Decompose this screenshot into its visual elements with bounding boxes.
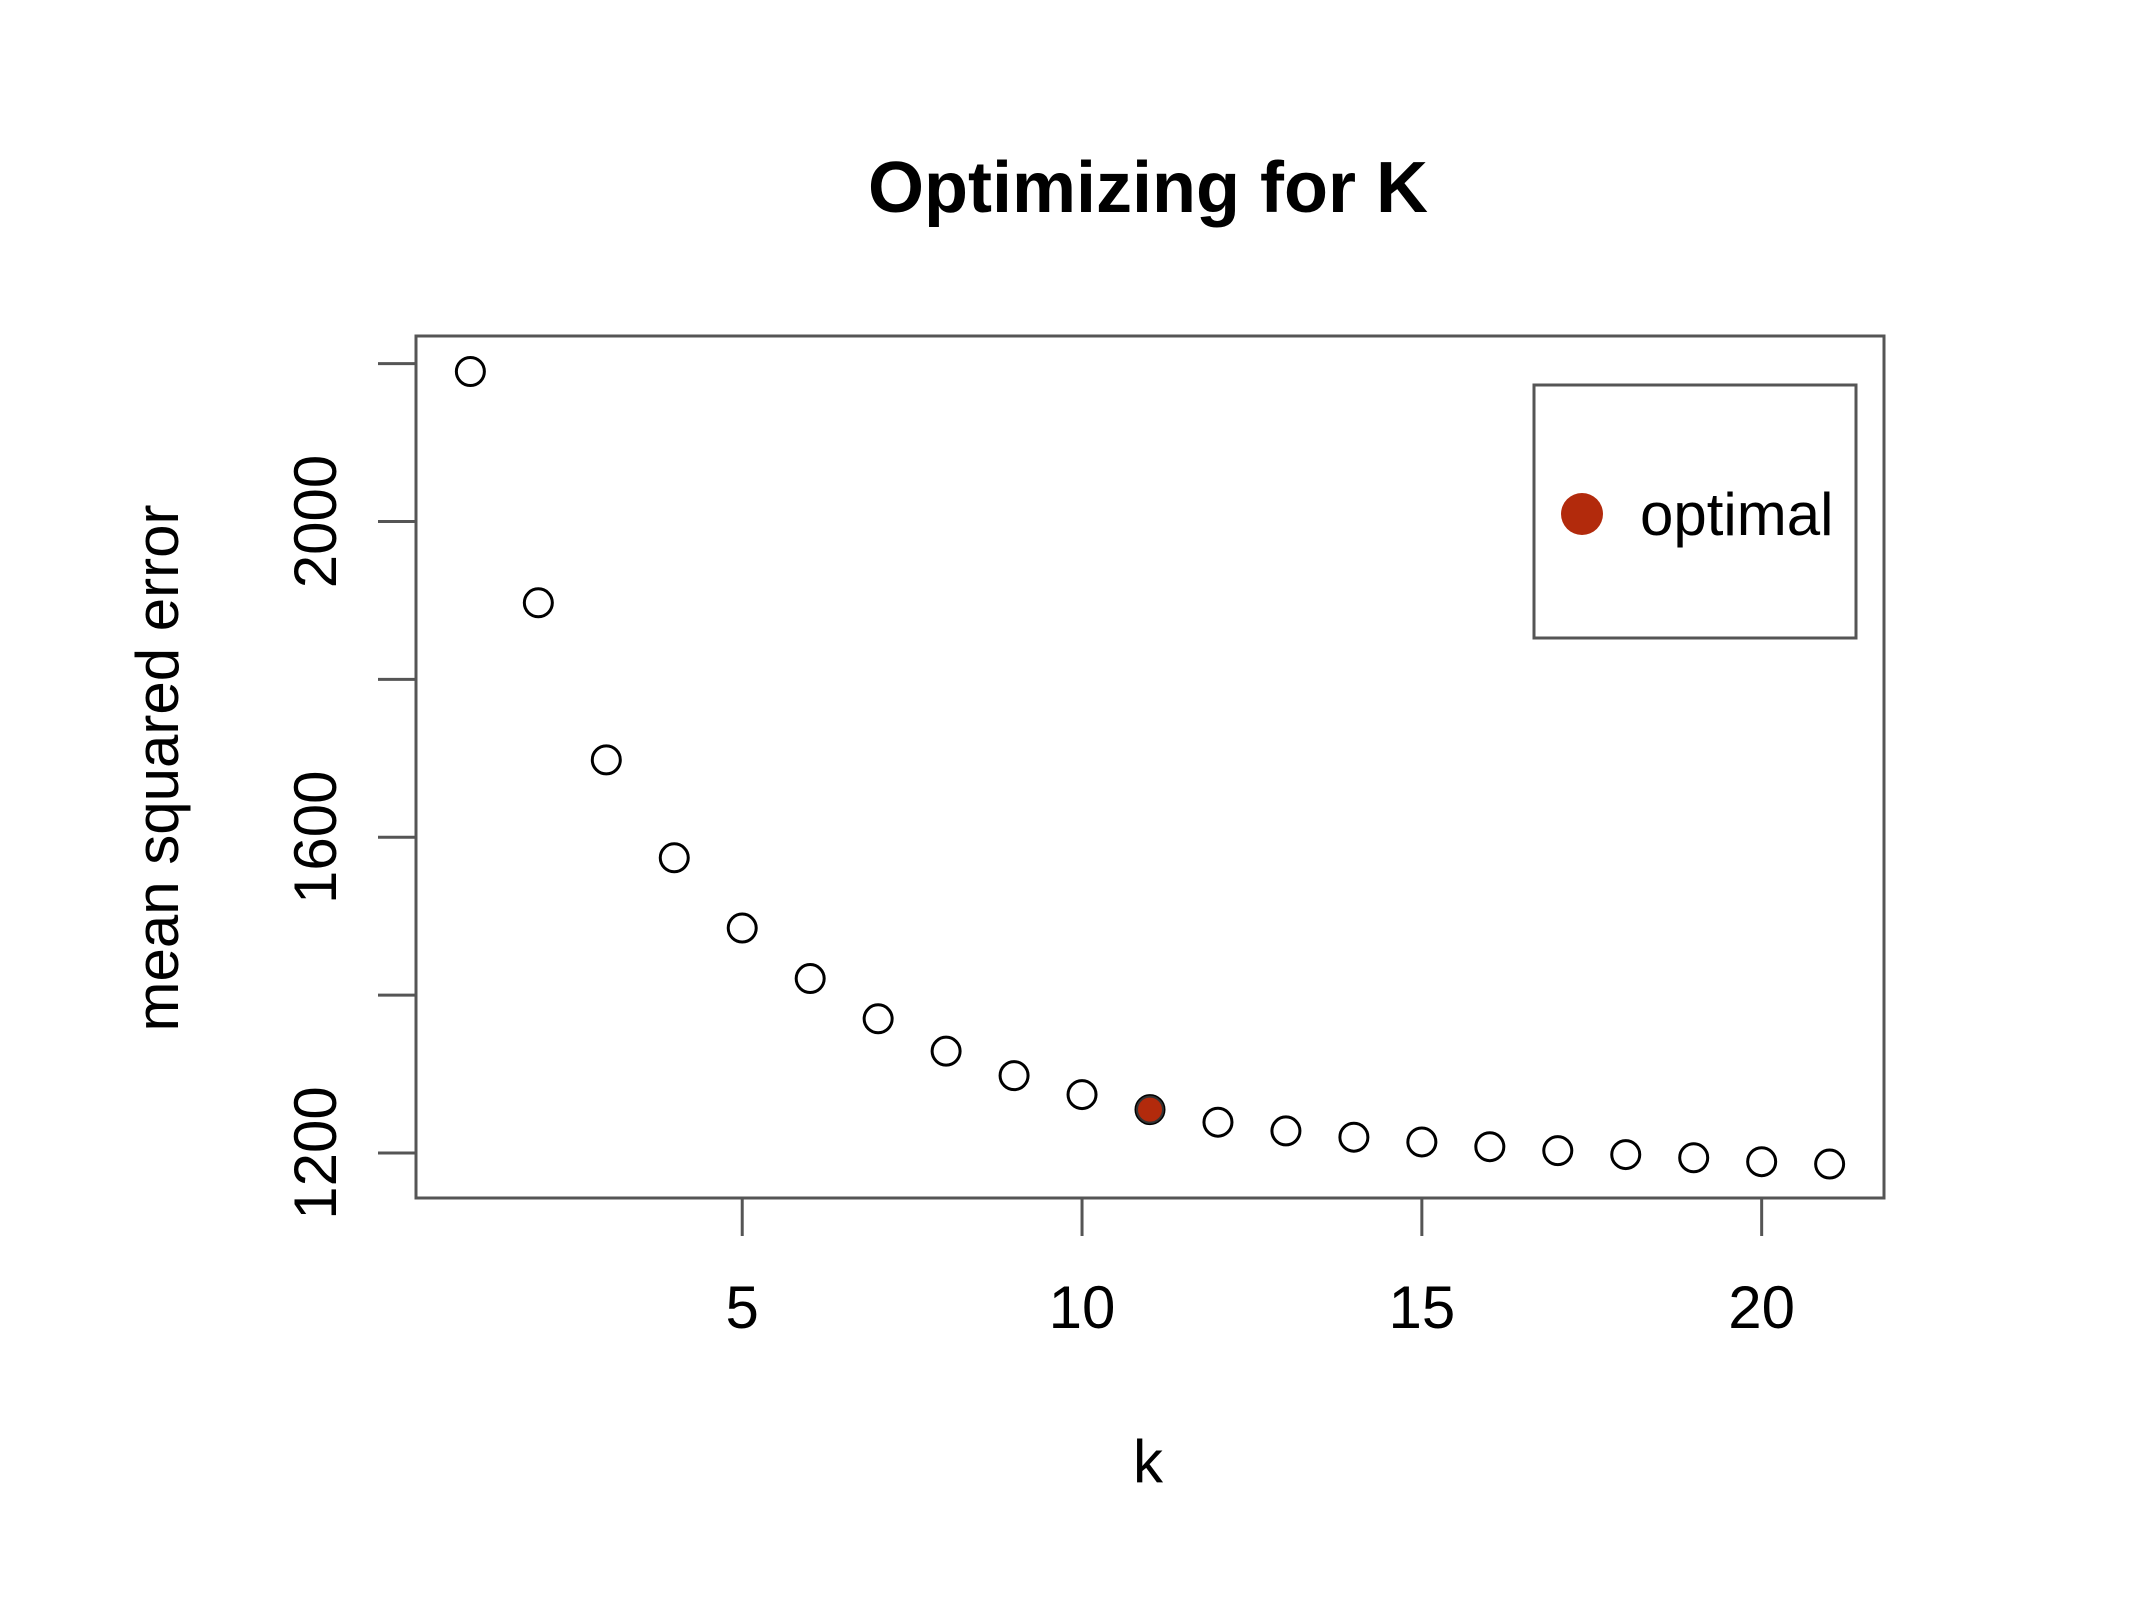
point-k9	[998, 1060, 1030, 1092]
legend-optimal-marker	[1561, 493, 1603, 535]
point-k6	[794, 963, 826, 995]
point-k1	[454, 356, 486, 388]
point-k2	[522, 587, 554, 619]
point-k4	[658, 842, 690, 874]
x-tick-label-20: 20	[1728, 1274, 1795, 1341]
point-k5	[726, 912, 758, 944]
x-tick-label-10: 10	[1049, 1274, 1116, 1341]
y-tick-label-2000: 2000	[282, 455, 349, 588]
point-k21	[1814, 1148, 1846, 1180]
y-axis-label: mean squared error	[124, 505, 191, 1032]
point-k17	[1542, 1135, 1574, 1167]
optimal-point-k11	[1136, 1095, 1164, 1124]
point-k8	[930, 1035, 962, 1067]
point-k3	[590, 744, 622, 776]
point-k18	[1610, 1139, 1642, 1171]
x-axis-label: k	[1133, 1428, 1164, 1495]
legend-optimal-label: optimal	[1640, 481, 1833, 548]
point-k12	[1202, 1106, 1234, 1138]
data-points	[454, 356, 1846, 1180]
x-axis: 5 10 15 20	[726, 1198, 1795, 1341]
plot-area-frame	[414, 334, 1886, 1200]
point-k13	[1270, 1115, 1302, 1147]
y-axis: 1200 1600 2000	[282, 362, 416, 1220]
point-k10	[1066, 1079, 1098, 1111]
point-k16	[1474, 1131, 1506, 1163]
chart-title: Optimizing for K	[868, 148, 1428, 228]
legend: optimal	[1532, 383, 1858, 640]
x-tick-label-15: 15	[1388, 1274, 1455, 1341]
x-tick-label-5: 5	[726, 1274, 759, 1341]
point-k20	[1746, 1146, 1778, 1178]
y-tick-label-1200: 1200	[282, 1086, 349, 1219]
point-k15	[1406, 1126, 1438, 1158]
y-tick-label-1600: 1600	[282, 771, 349, 904]
point-k7	[862, 1003, 894, 1035]
point-k14	[1338, 1121, 1370, 1153]
point-k19	[1678, 1142, 1710, 1174]
